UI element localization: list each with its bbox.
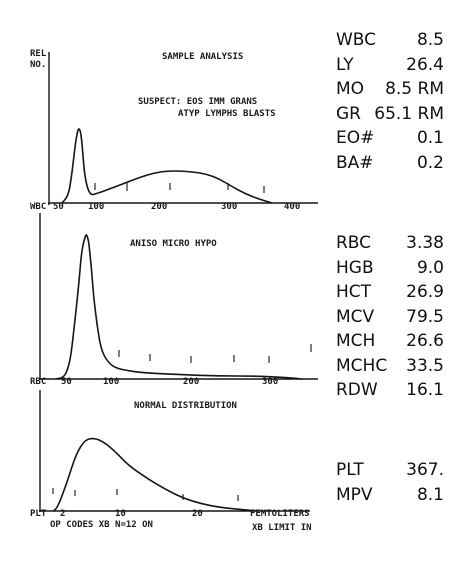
plt-tick-label-2: 2 xyxy=(60,509,65,519)
result-label-mcv: MCV xyxy=(336,306,375,327)
result-value-rbc: 3.38 xyxy=(406,233,444,253)
result-value-mch: 26.6 xyxy=(406,331,444,351)
result-value-ba-count: 0.2 xyxy=(416,153,444,173)
result-value-mchc: 33.5 xyxy=(406,355,444,376)
rbc-flags-text: ANISO MICRO HYPO xyxy=(130,239,217,249)
wbc-tick-marks xyxy=(94,183,265,193)
plt-tick-marks xyxy=(52,488,239,501)
result-value-hct: 26.9 xyxy=(406,282,444,302)
result-value-mpv: 8.1 xyxy=(416,484,444,505)
rbc-tick-label-50: 50 xyxy=(61,377,72,387)
result-label-ba-count: BA# xyxy=(336,153,374,173)
result-label-eo-count: EO# xyxy=(336,128,375,149)
result-value-gr: 65.1 RM xyxy=(374,103,444,124)
result-label-plt: PLT xyxy=(336,460,364,480)
result-label-rbc: RBC xyxy=(336,233,372,253)
rbc-tick-label-300: 300 xyxy=(262,377,278,387)
plt-flags-text: NORMAL DISTRIBUTION xyxy=(134,401,237,411)
result-value-mcv: 79.5 xyxy=(406,306,444,327)
sample-analysis-title: SAMPLE ANALYSIS xyxy=(162,52,243,62)
result-label-mchc: MCHC xyxy=(336,355,388,376)
wbc-tick-label-50: 50 xyxy=(53,202,64,212)
rbc-histogram: ANISO MICRO HYPO RBC 50 100 200 300 xyxy=(30,213,318,387)
result-label-mo: MO xyxy=(336,79,365,100)
suspect-flags-line1: SUSPECT: EOS IMM GRANS xyxy=(138,97,257,107)
result-label-rdw: RDW xyxy=(336,380,378,400)
result-label-ly: LY xyxy=(336,54,354,75)
wbc-tick-label-200: 200 xyxy=(151,202,167,212)
rbc-axis-name: RBC xyxy=(30,377,46,387)
wbc-series-line xyxy=(61,128,273,204)
result-value-rdw: 16.1 xyxy=(406,380,444,400)
rbc-series-line xyxy=(55,234,304,380)
plt-tick-label-10: 10 xyxy=(115,509,126,519)
wbc-histogram: WBC 50 100 200 300 400 xyxy=(30,52,318,212)
wbc-tick-label-300: 300 xyxy=(221,202,237,212)
rbc-tick-label-100: 100 xyxy=(103,377,119,387)
result-label-mch: MCH xyxy=(336,331,376,351)
result-label-gr: GR xyxy=(336,103,361,124)
wbc-axis-name: WBC xyxy=(30,202,46,212)
result-value-eo-count: 0.1 xyxy=(416,128,444,149)
rbc-tick-marks xyxy=(118,344,312,363)
wbc-tick-label-100: 100 xyxy=(88,202,104,212)
result-label-hgb: HGB xyxy=(336,257,374,278)
result-label-hct: HCT xyxy=(336,282,372,302)
plt-axis-name: PLT xyxy=(30,509,47,519)
xb-limit-label: XB LIMIT IN xyxy=(252,523,312,533)
plt-series-line xyxy=(52,437,257,512)
plt-tick-label-20: 20 xyxy=(192,509,203,519)
rel-no-label-line1: REL xyxy=(30,49,47,59)
result-label-wbc: WBC xyxy=(336,30,377,50)
result-value-ly: 26.4 xyxy=(406,54,444,75)
result-value-hgb: 9.0 xyxy=(416,257,444,278)
op-codes-label: OP CODES XB N=12 ON xyxy=(50,520,153,530)
femtoliters-label: FEMTOLITERS xyxy=(250,509,310,519)
result-label-mpv: MPV xyxy=(336,484,373,505)
result-value-wbc: 8.5 xyxy=(416,30,444,50)
wbc-tick-label-400: 400 xyxy=(284,202,300,212)
rel-no-label-line2: NO. xyxy=(30,60,46,70)
suspect-flags-line2: ATYP LYMPHS BLASTS xyxy=(178,109,276,119)
rbc-tick-label-200: 200 xyxy=(183,377,199,387)
result-value-plt: 367. xyxy=(406,460,444,480)
plt-histogram: NORMAL DISTRIBUTION PLT 2 10 20 FEMTOLIT… xyxy=(30,390,312,533)
result-value-mo: 8.5 RM xyxy=(385,79,444,100)
